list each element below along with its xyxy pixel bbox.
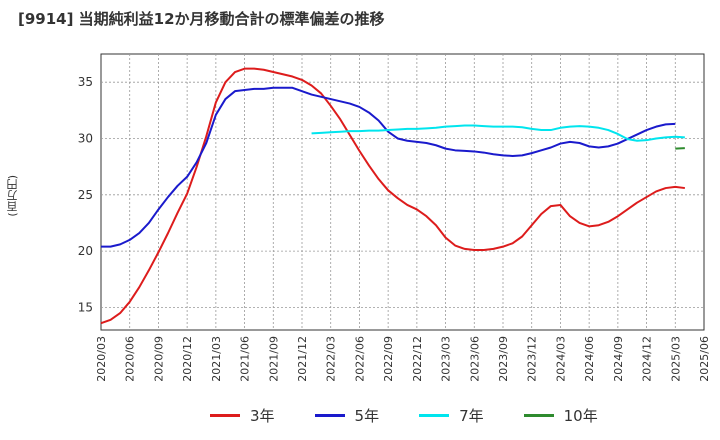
legend-item: 10年 <box>523 405 598 426</box>
x-tick-label: 2023/03 <box>440 336 453 382</box>
y-tick-label: 25 <box>78 188 93 202</box>
series-line-4 <box>675 147 685 150</box>
legend-label: 10年 <box>563 406 598 425</box>
y-tick-labels: 15 20 25 30 35 <box>78 75 93 314</box>
x-tick-label: 2022/09 <box>382 336 395 382</box>
x-tick-label: 2024/09 <box>612 336 625 382</box>
y-tick-label: 35 <box>78 75 93 89</box>
x-tick-label: 2024/03 <box>554 336 567 382</box>
x-tick-label: 2021/09 <box>267 336 280 382</box>
legend-label: 7年 <box>459 406 484 425</box>
x-tick-label: 2024/06 <box>583 336 596 382</box>
series-line-3 <box>311 124 685 142</box>
x-tick-label: 2022/03 <box>325 336 338 382</box>
series-line-2 <box>101 86 676 248</box>
x-tick-label: 2023/06 <box>468 336 481 382</box>
x-tick-label: 2020/03 <box>95 336 108 382</box>
x-tick-label: 2023/12 <box>526 336 539 382</box>
legend-label: 3年 <box>250 406 275 425</box>
legend-swatch <box>314 413 345 417</box>
legend-swatch <box>523 413 554 417</box>
legend-swatch <box>210 413 240 417</box>
legend-item: 3年 <box>210 405 275 426</box>
y-tick-label: 30 <box>78 131 93 145</box>
y-tick-label: 20 <box>78 244 93 258</box>
x-tick-label: 2023/09 <box>497 336 510 382</box>
x-tick-labels: 2020/03 2020/06 2020/09 2020/12 2021/03 2021/… <box>95 336 711 382</box>
x-tick-label: 2025/03 <box>669 336 682 382</box>
legend-label: 5年 <box>354 406 380 425</box>
x-tick-label: 2024/12 <box>641 336 654 382</box>
x-tick-label: 2020/09 <box>152 336 165 382</box>
legend: 3年 5年 7年 10年 <box>210 404 598 426</box>
x-tick-label: 2021/03 <box>210 336 223 382</box>
chart-title: [9914] 当期純利益12か月移動合計の標準偏差の推移 <box>18 10 385 28</box>
x-tick-label: 2020/12 <box>181 336 194 382</box>
series-line-1 <box>100 67 685 325</box>
x-tick-label: 2022/12 <box>411 336 424 382</box>
x-grid <box>129 54 676 330</box>
y-tick-label: 15 <box>78 300 93 314</box>
x-tick-label: 2020/06 <box>124 336 137 382</box>
x-tick-label: 2021/06 <box>239 336 252 382</box>
x-tick-label: 2021/12 <box>296 336 309 382</box>
legend-swatch <box>419 413 450 417</box>
x-tick-label: 2022/06 <box>353 336 366 382</box>
legend-item: 7年 <box>419 405 484 426</box>
plot-background <box>100 53 705 331</box>
x-tick-label: 2025/06 <box>698 336 711 382</box>
series-layer <box>100 67 685 325</box>
y-grid <box>101 81 704 308</box>
legend-item: 5年 <box>314 405 380 426</box>
